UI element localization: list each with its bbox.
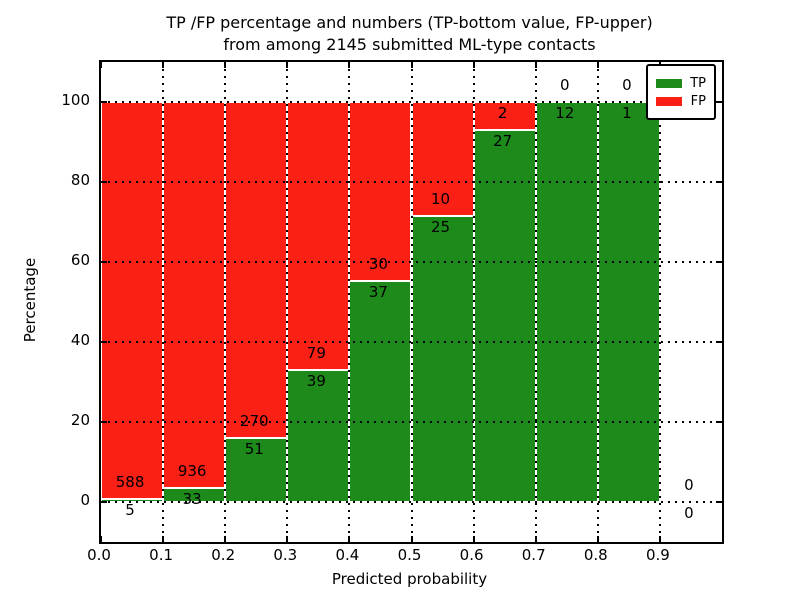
bar-segment-fp xyxy=(101,102,164,499)
x-tick-mark xyxy=(596,62,599,68)
bar-segment-tp xyxy=(597,102,660,502)
gridline-v xyxy=(348,62,351,542)
gridline-v xyxy=(472,62,475,542)
x-tick-mark xyxy=(224,62,227,68)
tp-swatch-icon xyxy=(656,78,682,88)
x-tick-label: 0.3 xyxy=(273,546,298,564)
fp-count-label: 79 xyxy=(306,343,326,362)
bar-segment-tp xyxy=(349,281,412,502)
y-tick-mark xyxy=(716,421,722,423)
bar-segment-tp xyxy=(535,102,598,502)
fp-count-label: 0 xyxy=(559,76,570,94)
x-tick-mark xyxy=(100,536,102,542)
x-tick-mark xyxy=(286,62,289,68)
y-tick-label: 20 xyxy=(70,411,90,429)
x-tick-mark xyxy=(348,62,351,68)
y-tick-label: 100 xyxy=(61,91,90,109)
y-tick-mark xyxy=(101,421,107,423)
fp-count-label: 2 xyxy=(497,103,508,122)
x-tick-mark xyxy=(224,536,227,542)
y-tick-mark xyxy=(101,341,107,343)
tp-count-label: 1 xyxy=(622,104,632,122)
x-tick-mark xyxy=(162,536,165,542)
fp-count-label: 270 xyxy=(239,412,269,431)
x-tick-mark xyxy=(286,536,289,542)
tp-count-label: 33 xyxy=(182,490,202,509)
gridline-v xyxy=(162,62,165,542)
plot-area xyxy=(99,60,724,544)
gridline-v xyxy=(658,62,661,542)
y-tick-mark xyxy=(716,101,722,103)
chart-title-line2: from among 2145 submitted ML-type contac… xyxy=(223,35,596,54)
x-tick-mark xyxy=(100,62,102,68)
x-tick-mark xyxy=(472,536,475,542)
y-tick-label: 40 xyxy=(70,331,90,349)
legend-row: TP xyxy=(656,75,706,91)
tp-count-label: 0 xyxy=(684,504,694,522)
fp-count-label: 936 xyxy=(177,462,207,481)
x-tick-mark xyxy=(534,536,537,542)
y-tick-mark xyxy=(716,501,722,503)
x-tick-label: 0.8 xyxy=(583,546,608,564)
tp-count-label: 12 xyxy=(555,104,575,122)
y-tick-mark xyxy=(101,101,107,103)
x-tick-label: 0.9 xyxy=(645,546,670,564)
x-tick-label: 0.4 xyxy=(335,546,360,564)
fp-swatch-icon xyxy=(656,96,682,106)
bar-segment-tp xyxy=(473,129,536,502)
gridline-v xyxy=(534,62,537,542)
legend-label: FP xyxy=(690,93,706,109)
bar-segment-fp xyxy=(163,102,226,489)
y-tick-mark xyxy=(716,341,722,343)
tp-count-label: 37 xyxy=(368,283,388,302)
fp-count-label: 0 xyxy=(622,76,632,94)
bar-segment-fp xyxy=(287,102,350,370)
x-tick-label: 0.2 xyxy=(211,546,236,564)
gridline-v xyxy=(410,62,413,542)
fp-count-label: 10 xyxy=(431,190,451,209)
y-tick-mark xyxy=(716,261,722,263)
y-tick-mark xyxy=(101,261,107,263)
bar-segment-tp xyxy=(411,216,474,502)
gridline-v xyxy=(596,62,599,542)
y-tick-mark xyxy=(716,181,722,183)
fp-count-label: 588 xyxy=(115,472,145,491)
x-tick-label: 0.7 xyxy=(521,546,546,564)
x-tick-mark xyxy=(162,62,165,68)
y-tick-label: 80 xyxy=(70,171,90,189)
tp-count-label: 39 xyxy=(306,371,326,390)
y-tick-mark xyxy=(101,501,107,503)
y-tick-mark xyxy=(101,181,107,183)
tp-count-label: 27 xyxy=(493,131,513,150)
x-tick-mark xyxy=(410,62,413,68)
legend-label: TP xyxy=(690,75,706,91)
x-tick-label: 0.5 xyxy=(397,546,422,564)
gridline-v xyxy=(286,62,289,542)
fp-count-label: 30 xyxy=(368,255,388,274)
tp-count-label: 5 xyxy=(125,500,135,519)
tp-count-label: 51 xyxy=(244,440,264,459)
legend-row: FP xyxy=(656,93,706,109)
tp-count-label: 25 xyxy=(431,218,451,237)
x-tick-mark xyxy=(658,536,661,542)
gridline-v xyxy=(224,62,227,542)
x-tick-mark xyxy=(348,536,351,542)
x-tick-label: 0.0 xyxy=(87,546,111,564)
y-tick-label: 0 xyxy=(80,491,90,509)
bar-segment-fp xyxy=(225,102,288,439)
chart-title: TP /FP percentage and numbers (TP-bottom… xyxy=(99,12,720,56)
x-axis-label: Predicted probability xyxy=(331,570,488,588)
x-tick-mark xyxy=(410,536,413,542)
y-tick-label: 60 xyxy=(70,251,90,269)
y-axis-label: Percentage xyxy=(21,257,39,343)
x-tick-label: 0.1 xyxy=(149,546,174,564)
legend: TP FP xyxy=(646,64,716,120)
x-tick-mark xyxy=(596,536,599,542)
chart-title-line1: TP /FP percentage and numbers (TP-bottom… xyxy=(166,13,653,32)
x-tick-mark xyxy=(534,62,537,68)
fp-count-label: 0 xyxy=(684,476,694,494)
x-tick-label: 0.6 xyxy=(459,546,484,564)
x-tick-mark xyxy=(472,62,475,68)
